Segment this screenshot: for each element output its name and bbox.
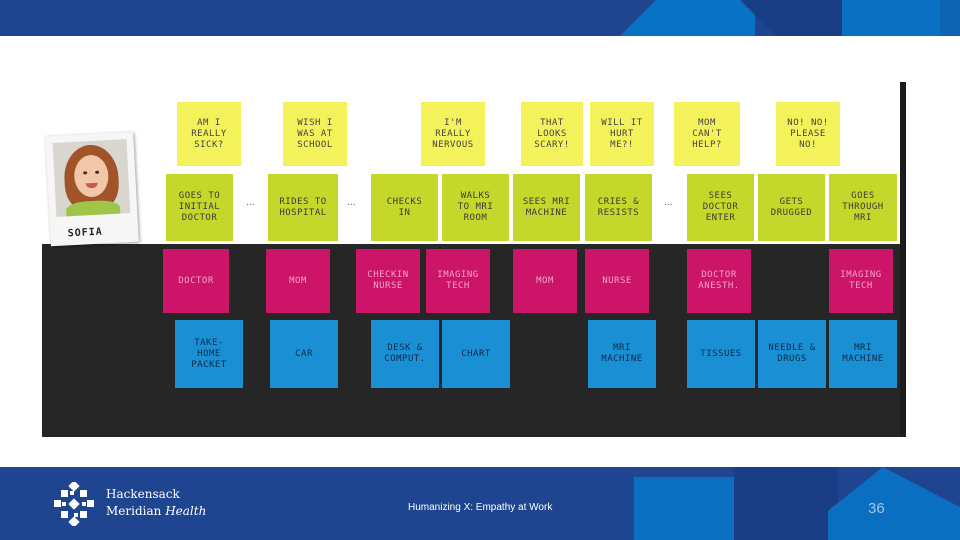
banner-decoration [740, 0, 850, 36]
footer-bar: Hackensack Meridian Health Humanizing X:… [0, 467, 960, 540]
thought-note: WILL IT HURT ME?! [590, 102, 654, 166]
footer-caption: Humanizing X: Empathy at Work [408, 502, 553, 513]
logo-line-2a: Meridian [106, 504, 162, 518]
thought-note: THAT LOOKS SCARY! [521, 102, 583, 166]
top-banner [0, 0, 960, 36]
person-note: IMAGING TECH [426, 249, 490, 313]
object-note: TAKE- HOME PACKET [175, 320, 243, 388]
action-note: SEES DOCTOR ENTER [687, 174, 754, 241]
person-note: CHECKIN NURSE [356, 249, 420, 313]
footer-decoration [634, 477, 734, 540]
page-number: 36 [868, 500, 885, 517]
object-note: MRI MACHINE [588, 320, 656, 388]
footer-decoration [734, 467, 838, 540]
thought-note: MOM CAN'T HELP? [674, 102, 740, 166]
action-note: SEES MRI MACHINE [513, 174, 580, 241]
action-note: GOES THROUGH MRI [829, 174, 897, 241]
thought-note: AM I REALLY SICK? [177, 102, 241, 166]
person-note: MOM [513, 249, 577, 313]
object-note: NEEDLE & DRUGS [758, 320, 826, 388]
action-note: CHECKS IN [371, 174, 438, 241]
persona-photo: SOFIA [45, 131, 139, 247]
thought-note: NO! NO! PLEASE NO! [776, 102, 840, 166]
logo-mark-icon [54, 482, 94, 526]
action-note: WALKS TO MRI ROOM [442, 174, 509, 241]
person-note: IMAGING TECH [829, 249, 893, 313]
person-note: NURSE [585, 249, 649, 313]
logo-line-1: Hackensack [106, 487, 180, 501]
action-note: RIDES TO HOSPITAL [268, 174, 338, 241]
logo-wordmark: Hackensack Meridian Health [106, 486, 206, 520]
logo-line-2b: Health [165, 504, 207, 518]
object-note: MRI MACHINE [829, 320, 897, 388]
banner-decoration [620, 0, 755, 36]
footer-decoration [828, 467, 960, 540]
person-note: DOCTOR ANESTH. [687, 249, 751, 313]
persona-name: SOFIA [67, 226, 104, 240]
action-note: GETS DRUGGED [758, 174, 825, 241]
banner-decoration [940, 0, 960, 36]
action-note: CRIES & RESISTS [585, 174, 652, 241]
person-note: MOM [266, 249, 330, 313]
action-note: GOES TO INITIAL DOCTOR [166, 174, 233, 241]
person-note: DOCTOR [163, 249, 229, 313]
object-note: CHART [442, 320, 510, 388]
ellipsis: ... [347, 198, 356, 208]
persona-portrait [52, 139, 131, 217]
hackensack-meridian-logo: Hackensack Meridian Health [52, 482, 212, 526]
thought-note: WISH I WAS AT SCHOOL [283, 102, 347, 166]
thought-note: I'M REALLY NERVOUS [421, 102, 485, 166]
board-edge [900, 82, 906, 437]
object-note: CAR [270, 320, 338, 388]
object-note: TISSUES [687, 320, 755, 388]
object-note: DESK & COMPUT. [371, 320, 439, 388]
ellipsis: ... [246, 198, 255, 208]
ellipsis: ... [664, 198, 673, 208]
